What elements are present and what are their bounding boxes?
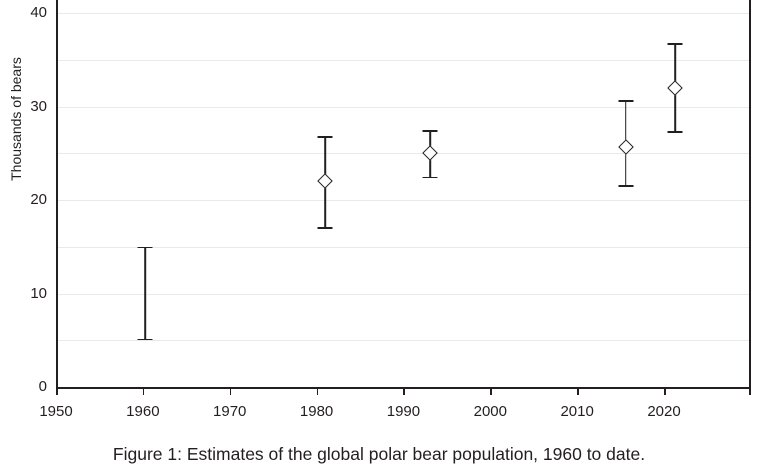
y-tick-label: 10 xyxy=(30,284,47,302)
gridline xyxy=(57,293,749,295)
x-axis-tick xyxy=(142,387,145,395)
y-tick-label: 20 xyxy=(30,191,47,209)
error-bar-cap-top xyxy=(137,246,153,249)
gridline xyxy=(57,59,749,61)
x-tick-label: 2000 xyxy=(473,403,507,420)
y-tick-label: 0 xyxy=(38,378,47,396)
gridline xyxy=(57,200,749,201)
x-axis-tick xyxy=(56,387,58,395)
gridline xyxy=(57,106,749,108)
x-axis-tick xyxy=(229,387,232,395)
error-bar-cap-bottom xyxy=(667,130,683,133)
x-axis-line xyxy=(56,387,751,389)
y-axis-line xyxy=(56,0,58,395)
estimate-marker-diamond xyxy=(618,138,634,155)
error-bar-cap-bottom xyxy=(137,338,153,341)
x-axis-tick xyxy=(664,387,666,395)
x-tick-label: 1970 xyxy=(213,403,247,420)
estimate-marker-diamond xyxy=(667,80,684,96)
x-tick-label: 1960 xyxy=(126,403,160,420)
gridline xyxy=(57,340,749,342)
y-axis-title: Thousands of bears xyxy=(8,57,24,181)
x-tick-label: 2010 xyxy=(560,403,594,420)
error-bar-cap-top xyxy=(618,99,634,102)
x-axis-tick xyxy=(316,387,319,395)
y-tick-label: 30 xyxy=(30,97,47,115)
gridline xyxy=(57,246,749,248)
right-spine xyxy=(749,0,751,395)
x-tick-label: 2020 xyxy=(647,403,681,420)
error-bar-cap-top xyxy=(422,129,438,132)
x-axis-tick xyxy=(403,387,406,395)
error-bar-line xyxy=(144,246,147,341)
error-bar-cap-bottom xyxy=(618,185,634,187)
gridline xyxy=(57,13,749,14)
gridline xyxy=(57,153,749,155)
estimate-marker-diamond xyxy=(317,173,334,190)
figure-caption: Figure 1: Estimates of the global polar … xyxy=(112,444,646,464)
x-tick-label: 1980 xyxy=(299,403,334,420)
x-axis-tick xyxy=(490,387,492,395)
error-bar-cap-top xyxy=(667,42,683,45)
x-axis-tick xyxy=(577,387,579,395)
estimate-marker-diamond xyxy=(422,145,439,162)
error-bar-cap-bottom xyxy=(317,227,333,229)
error-bar-cap-top xyxy=(317,136,333,139)
y-tick-label: 40 xyxy=(30,4,47,22)
error-bar-cap-bottom xyxy=(422,176,438,179)
x-tick-label: 1990 xyxy=(386,403,421,420)
x-tick-label: 1950 xyxy=(39,403,73,420)
